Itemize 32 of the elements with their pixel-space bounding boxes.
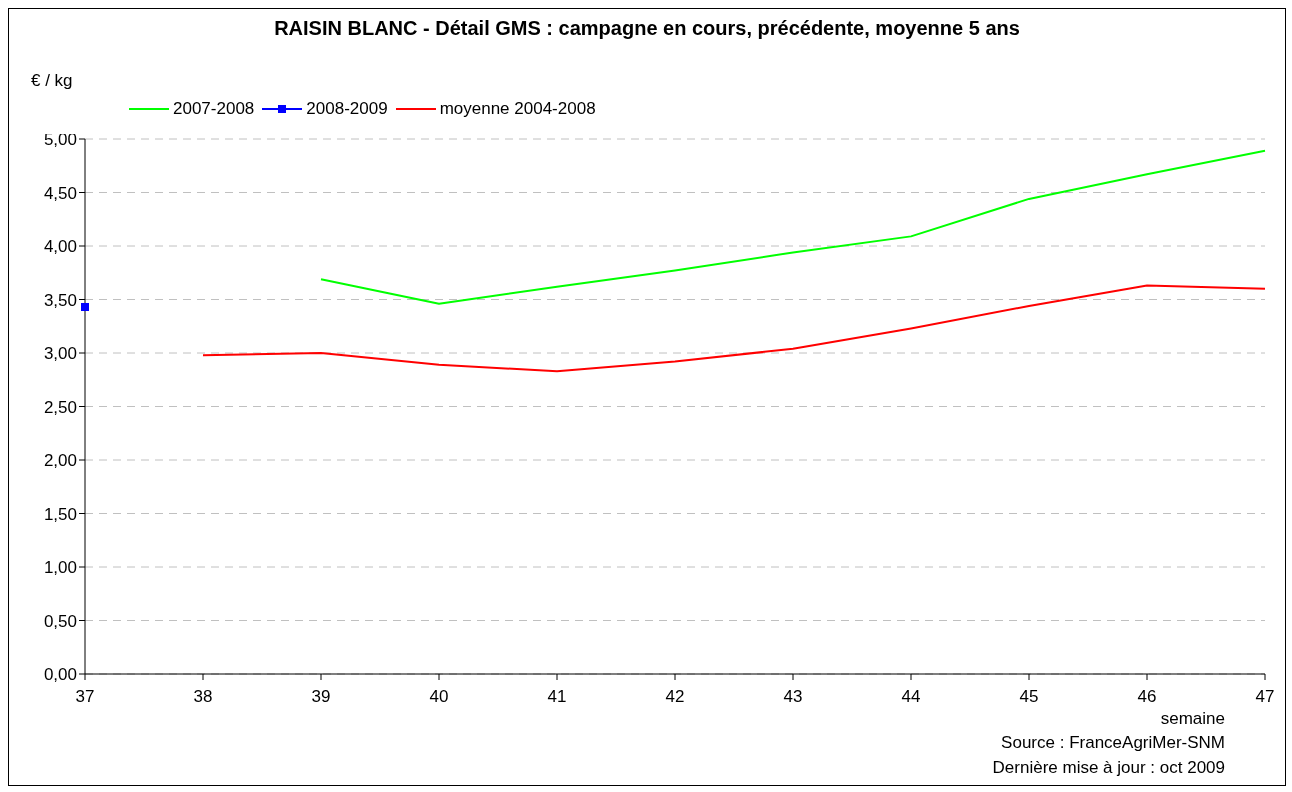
x-axis-title: semaine	[1160, 709, 1225, 729]
y-tick-label: 2,00	[43, 451, 77, 471]
text: Dernière mise à jour : oct 2009	[992, 758, 1225, 778]
y-tick-label: 0,50	[43, 611, 77, 631]
legend-label: 2008-2009	[306, 99, 388, 119]
x-tick-label: 44	[901, 687, 921, 707]
x-tick-label: 42	[665, 687, 685, 707]
line-series	[202, 284, 1266, 373]
y-tick-label: 1,00	[43, 558, 77, 578]
legend-label: moyenne 2004-2008	[439, 99, 596, 119]
x-tick-label: 38	[193, 687, 213, 707]
y-tick-label: 3,50	[43, 290, 77, 310]
y-tick-label: 5,00	[43, 130, 77, 150]
y-tick-label: 4,00	[43, 237, 77, 257]
y-tick-label: 1,50	[43, 504, 77, 524]
source-note: Source : FranceAgriMer-SNM	[1001, 733, 1225, 753]
y-tick-label: 3,00	[43, 344, 77, 364]
x-tick-label: 40	[429, 687, 449, 707]
line-series	[320, 149, 1266, 305]
y-tick-label: 2,50	[43, 397, 77, 417]
y-axis-title: € / kg	[31, 71, 73, 91]
x-tick-label: 46	[1137, 687, 1157, 707]
x-tick-label: 39	[311, 687, 331, 707]
x-tick-label: 43	[783, 687, 803, 707]
x-tick-label: 41	[547, 687, 567, 707]
y-tick-label: 4,50	[43, 183, 77, 203]
y-tick-label: 0,00	[43, 665, 77, 685]
chart-title: RAISIN BLANC - Détail GMS : campagne en cours, précédente, moyenne 5 ans	[273, 17, 1021, 40]
x-tick-label: 47	[1255, 687, 1275, 707]
legend-label: 2007-2008	[173, 99, 255, 119]
x-tick-label: 37	[75, 687, 95, 707]
x-tick-label: 45	[1019, 687, 1039, 707]
